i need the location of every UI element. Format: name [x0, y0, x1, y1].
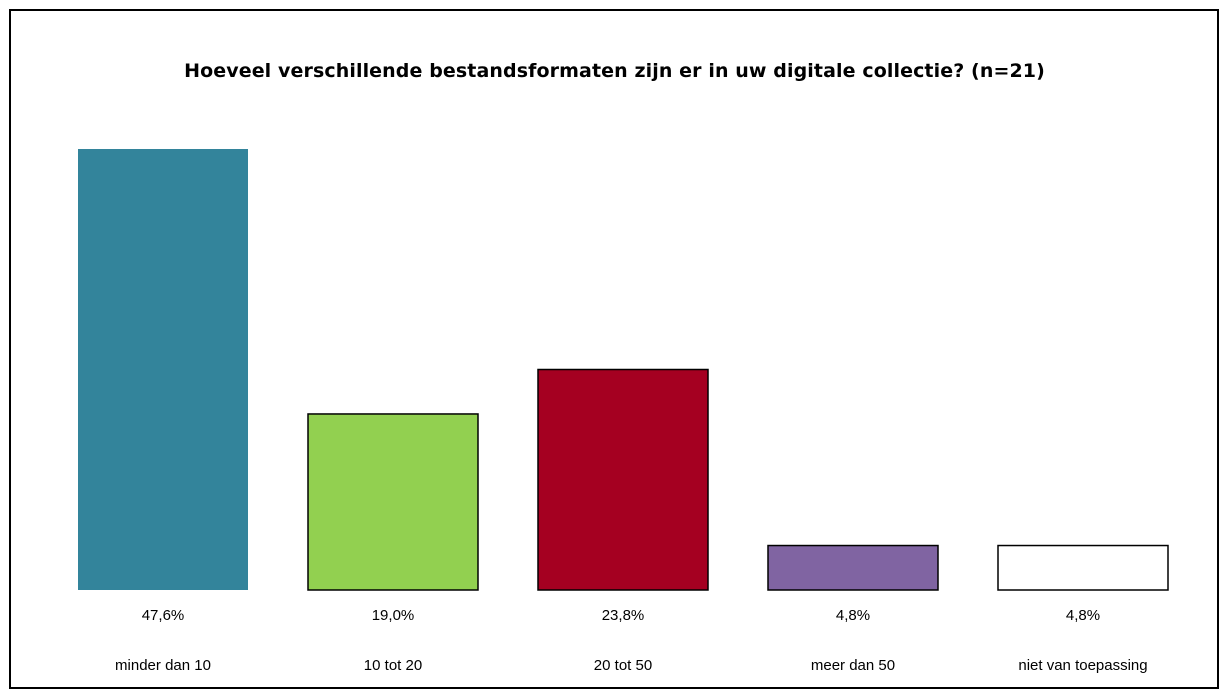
bar-niet-van-toepassing — [997, 544, 1169, 591]
chart-title: Hoeveel verschillende bestandsformaten z… — [184, 60, 1045, 82]
value-label-20-tot-50: 23,8% — [602, 607, 645, 624]
value-label-10-tot-20: 19,0% — [372, 607, 415, 624]
category-label-meer-dan-50: meer dan 50 — [811, 657, 895, 674]
bar-minder-dan-10 — [78, 149, 248, 590]
bar-meer-dan-50 — [767, 544, 939, 591]
category-label-niet-van-toepassing: niet van toepassing — [1018, 657, 1147, 674]
category-label-minder-dan-10: minder dan 10 — [115, 657, 211, 674]
value-label-minder-dan-10: 47,6% — [142, 607, 185, 624]
category-label-10-tot-20: 10 tot 20 — [364, 657, 422, 674]
bar-20-tot-50 — [537, 368, 709, 591]
value-label-meer-dan-50: 4,8% — [836, 607, 870, 624]
category-label-20-tot-50: 20 tot 50 — [594, 657, 652, 674]
chart-plot-area: 47,6% minder dan 10 19,0% 10 tot 20 23,8% 20 … — [78, 149, 1169, 674]
bar-10-tot-20 — [307, 413, 479, 591]
value-label-niet-van-toepassing: 4,8% — [1066, 607, 1100, 624]
